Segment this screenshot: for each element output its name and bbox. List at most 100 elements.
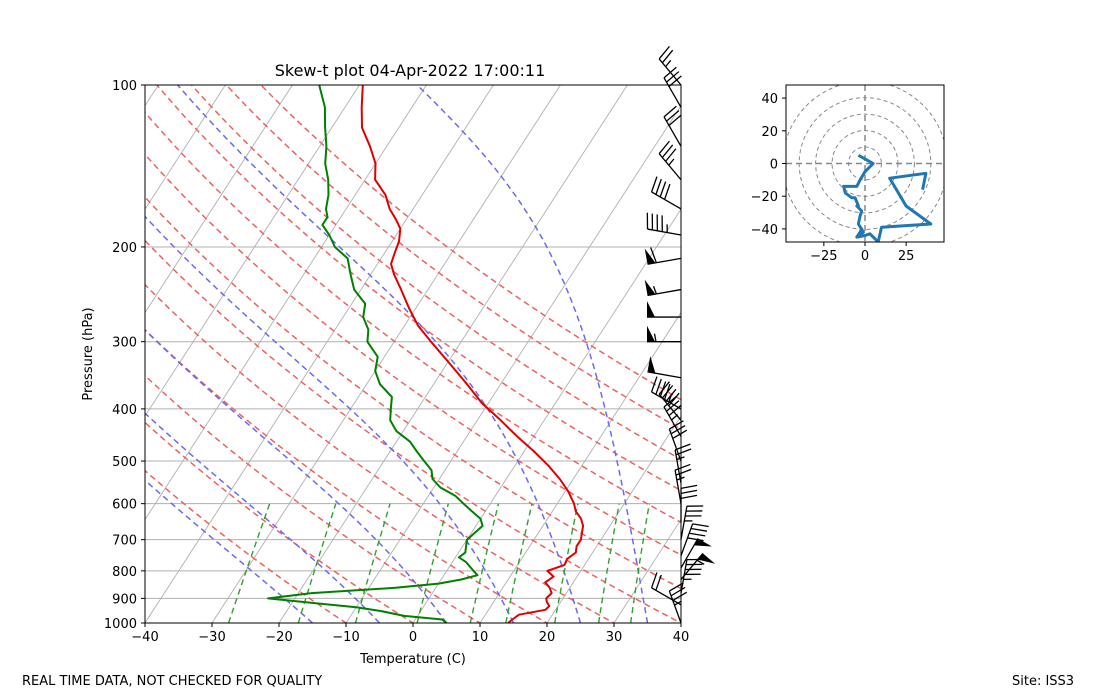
barb-half	[696, 559, 705, 565]
y-tick-label: 200	[112, 241, 137, 256]
isotherm-line	[741, 73, 1100, 634]
wind-barb	[658, 45, 682, 86]
y-tick-label: 300	[112, 336, 137, 351]
barb-flag	[647, 325, 655, 342]
barb-full	[690, 527, 708, 532]
barb-full	[692, 523, 709, 528]
isotherm-line	[145, 85, 494, 623]
barb-full	[672, 591, 688, 602]
hodograph-ticks: −25 0 25 40 20 0 −20 −40	[751, 92, 915, 264]
y-tick-label: 700	[112, 534, 137, 549]
barb-full	[650, 247, 657, 263]
isotherm-line	[680, 622, 681, 623]
barb-full	[666, 110, 680, 122]
barb-full	[655, 178, 662, 195]
hodo-y-tick-label: 20	[761, 125, 778, 140]
y-axis-label: Pressure (hPa)	[81, 307, 96, 400]
hodo-x-tick-label: −25	[810, 249, 837, 264]
barb-shaft	[658, 58, 682, 86]
moist-adiabat	[145, 215, 515, 623]
hodograph-inner	[786, 85, 944, 242]
wind-barb	[663, 105, 682, 147]
mixing-ratio-line	[297, 503, 337, 623]
isotherm-line	[412, 208, 681, 623]
y-tick-label: 400	[112, 403, 137, 418]
hodo-x-tick-label: 0	[861, 249, 869, 264]
hodo-y-tick-label: 0	[770, 158, 778, 173]
wind-barb	[647, 301, 681, 318]
skewt-axes-frame	[144, 84, 682, 624]
hodograph-plot: −25 0 25 40 20 0 −20 −40	[751, 84, 945, 264]
wind-barb	[680, 484, 698, 523]
barb-shaft	[651, 587, 682, 606]
wind-barb	[680, 553, 716, 580]
barb-shaft	[651, 191, 682, 210]
barb-shaft	[663, 116, 682, 147]
barb-shaft	[647, 228, 682, 236]
dry-adiabat	[145, 283, 616, 623]
hodo-y-tick-label: 40	[761, 92, 778, 107]
barb-flag	[694, 538, 712, 547]
isotherm-line	[345, 104, 681, 623]
moist-adiabat	[145, 329, 448, 623]
isotherm-line	[145, 85, 360, 417]
wind-barb	[650, 176, 682, 210]
isotherm-line	[278, 85, 628, 623]
mixing-ratio-line	[354, 503, 391, 623]
hodograph-ring	[815, 113, 915, 214]
wind-barb	[668, 582, 688, 624]
dry-adiabat	[145, 469, 348, 623]
barb-shaft	[680, 523, 694, 557]
barb-half	[668, 158, 675, 166]
y-tick-label: 1000	[104, 617, 137, 632]
mixing-ratio-line	[554, 503, 579, 623]
wind-barb	[647, 356, 682, 379]
barb-full	[666, 71, 680, 83]
dry-adiabat	[155, 85, 681, 492]
dry-adiabat	[145, 239, 681, 623]
x-tick-label: 10	[472, 630, 489, 645]
barb-full	[680, 484, 698, 489]
y-tick-label: 900	[112, 592, 137, 607]
barb-full	[674, 463, 691, 471]
barb-full	[668, 75, 682, 87]
barb-half	[653, 333, 657, 342]
wind-barb	[650, 376, 682, 410]
barb-flag	[644, 248, 656, 265]
mixing-ratio-line	[597, 503, 620, 623]
dry-adiabat	[225, 85, 681, 431]
barb-full	[665, 148, 677, 162]
barb-full	[675, 468, 692, 476]
wind-barb	[668, 420, 688, 462]
barb-full	[650, 376, 658, 393]
barb-full	[658, 45, 670, 60]
wind-barb	[680, 505, 704, 540]
barb-shaft	[674, 449, 682, 484]
x-tick-label: 0	[409, 630, 417, 645]
barb-flag	[644, 279, 656, 296]
y-tick-label: 500	[112, 455, 137, 470]
wind-barb	[663, 66, 682, 108]
dry-adiabat	[145, 196, 681, 590]
wind-barb	[644, 247, 682, 265]
hodograph-trace	[842, 153, 933, 242]
barb-full	[668, 114, 682, 127]
dry-adiabat	[145, 374, 482, 623]
axis-ticks: −40 −30 −20 −10 0 10 20 30 40 1000 900 800 700 600 500…	[104, 79, 689, 645]
barb-shaft	[651, 391, 682, 410]
barb-full	[669, 420, 684, 430]
x-tick-label: −10	[332, 630, 359, 645]
hodo-y-tick-label: −20	[751, 190, 778, 205]
site-label: Site: ISS3	[1012, 674, 1075, 689]
hodo-y-tick-label: −40	[751, 223, 778, 238]
quality-disclaimer: REAL TIME DATA, NOT CHECKED FOR QUALITY	[22, 674, 323, 689]
mixing-ratio-line	[416, 503, 449, 623]
barb-shaft	[668, 428, 682, 462]
dry-adiabat	[145, 153, 681, 556]
x-tick-label: −30	[198, 630, 225, 645]
y-tick-label: 800	[112, 565, 137, 580]
skewt-plot-area: −40 −30 −20 −10 0 10 20 30 401000900800700600500…	[81, 45, 1100, 667]
x-tick-label: 20	[539, 630, 556, 645]
barb-full	[674, 443, 691, 451]
